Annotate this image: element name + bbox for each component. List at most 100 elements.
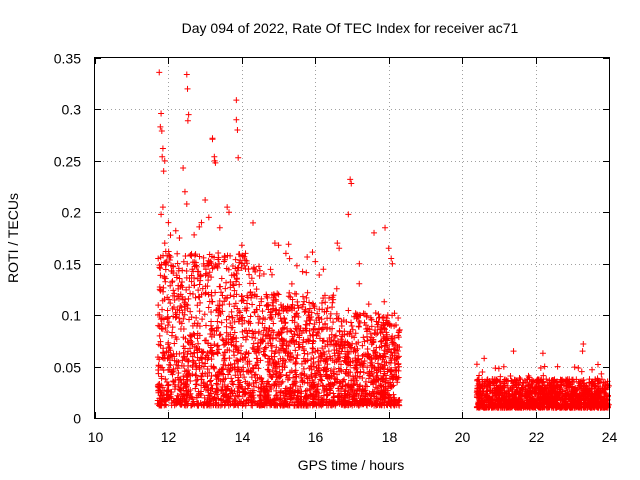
data-point: [309, 300, 316, 307]
data-point: [249, 291, 256, 298]
data-point: [167, 253, 174, 260]
data-point: [203, 399, 210, 406]
data-point: [372, 309, 379, 316]
data-point: [274, 331, 281, 338]
data-point: [255, 263, 262, 270]
data-point: [277, 371, 284, 378]
data-point: [349, 326, 356, 333]
data-point: [192, 385, 199, 392]
data-point: [345, 341, 352, 348]
data-point: [255, 313, 262, 320]
data-point: [361, 319, 368, 326]
data-point: [380, 314, 387, 321]
data-point: [309, 331, 316, 338]
data-point: [378, 326, 385, 333]
data-point: [303, 322, 310, 329]
data-point: [193, 314, 200, 321]
data-point: [513, 394, 520, 401]
data-point: [241, 374, 248, 381]
data-point: [371, 399, 378, 406]
data-point: [228, 324, 235, 331]
data-point: [315, 390, 322, 397]
data-point: [384, 368, 391, 375]
data-point: [238, 242, 245, 249]
data-point: [373, 374, 380, 381]
data-point: [217, 396, 224, 403]
data-point: [203, 337, 210, 344]
data-point: [175, 376, 182, 383]
data-point: [264, 397, 271, 404]
data-point: [311, 326, 318, 333]
data-point: [156, 332, 163, 339]
data-point: [180, 165, 187, 172]
data-point: [516, 395, 523, 402]
data-point: [244, 358, 251, 365]
data-point: [558, 404, 565, 411]
data-point: [522, 393, 529, 400]
data-point: [311, 305, 318, 312]
data-point: [353, 401, 360, 408]
data-point: [310, 363, 317, 370]
data-point: [292, 367, 299, 374]
data-point: [220, 371, 227, 378]
data-point: [383, 348, 390, 355]
data-point: [209, 135, 216, 142]
data-point: [156, 286, 163, 293]
data-point: [282, 349, 289, 356]
data-point: [493, 382, 500, 389]
data-point: [297, 383, 304, 390]
data-point: [206, 269, 213, 276]
data-point: [392, 321, 399, 328]
data-point: [396, 326, 403, 333]
data-point: [517, 398, 524, 405]
data-point: [308, 366, 315, 373]
data-point: [255, 340, 262, 347]
data-point: [218, 275, 225, 282]
data-point: [316, 362, 323, 369]
data-point: [230, 381, 237, 388]
data-point: [562, 391, 569, 398]
data-point: [246, 271, 253, 278]
data-point: [394, 379, 401, 386]
data-point: [196, 293, 203, 300]
data-point: [382, 340, 389, 347]
data-point: [180, 343, 187, 350]
data-point: [242, 386, 249, 393]
data-point: [158, 128, 165, 135]
data-point: [362, 395, 369, 402]
data-point: [336, 380, 343, 387]
data-point: [235, 366, 242, 373]
data-point: [277, 355, 284, 362]
data-point: [167, 282, 174, 289]
data-point: [175, 282, 182, 289]
data-point: [487, 397, 494, 404]
data-point: [161, 274, 168, 281]
data-point: [196, 308, 203, 315]
data-point: [255, 319, 262, 326]
data-point: [233, 116, 240, 123]
data-point: [316, 306, 323, 313]
data-point: [248, 275, 255, 282]
data-point: [357, 368, 364, 375]
data-point: [198, 219, 205, 226]
data-point: [180, 325, 187, 332]
data-point: [221, 391, 228, 398]
data-point: [278, 304, 285, 311]
data-point: [229, 390, 236, 397]
data-point: [181, 311, 188, 318]
data-point: [187, 350, 194, 357]
data-point: [381, 358, 388, 365]
data-point: [228, 308, 235, 315]
data-point: [328, 402, 335, 409]
data-point: [281, 402, 288, 409]
data-point: [178, 320, 185, 327]
data-point: [353, 390, 360, 397]
data-point: [188, 278, 195, 285]
data-point: [218, 370, 225, 377]
data-point: [206, 298, 213, 305]
data-point: [585, 388, 592, 395]
data-point: [155, 367, 162, 374]
data-point: [370, 347, 377, 354]
data-point: [248, 393, 255, 400]
data-point: [168, 332, 175, 339]
